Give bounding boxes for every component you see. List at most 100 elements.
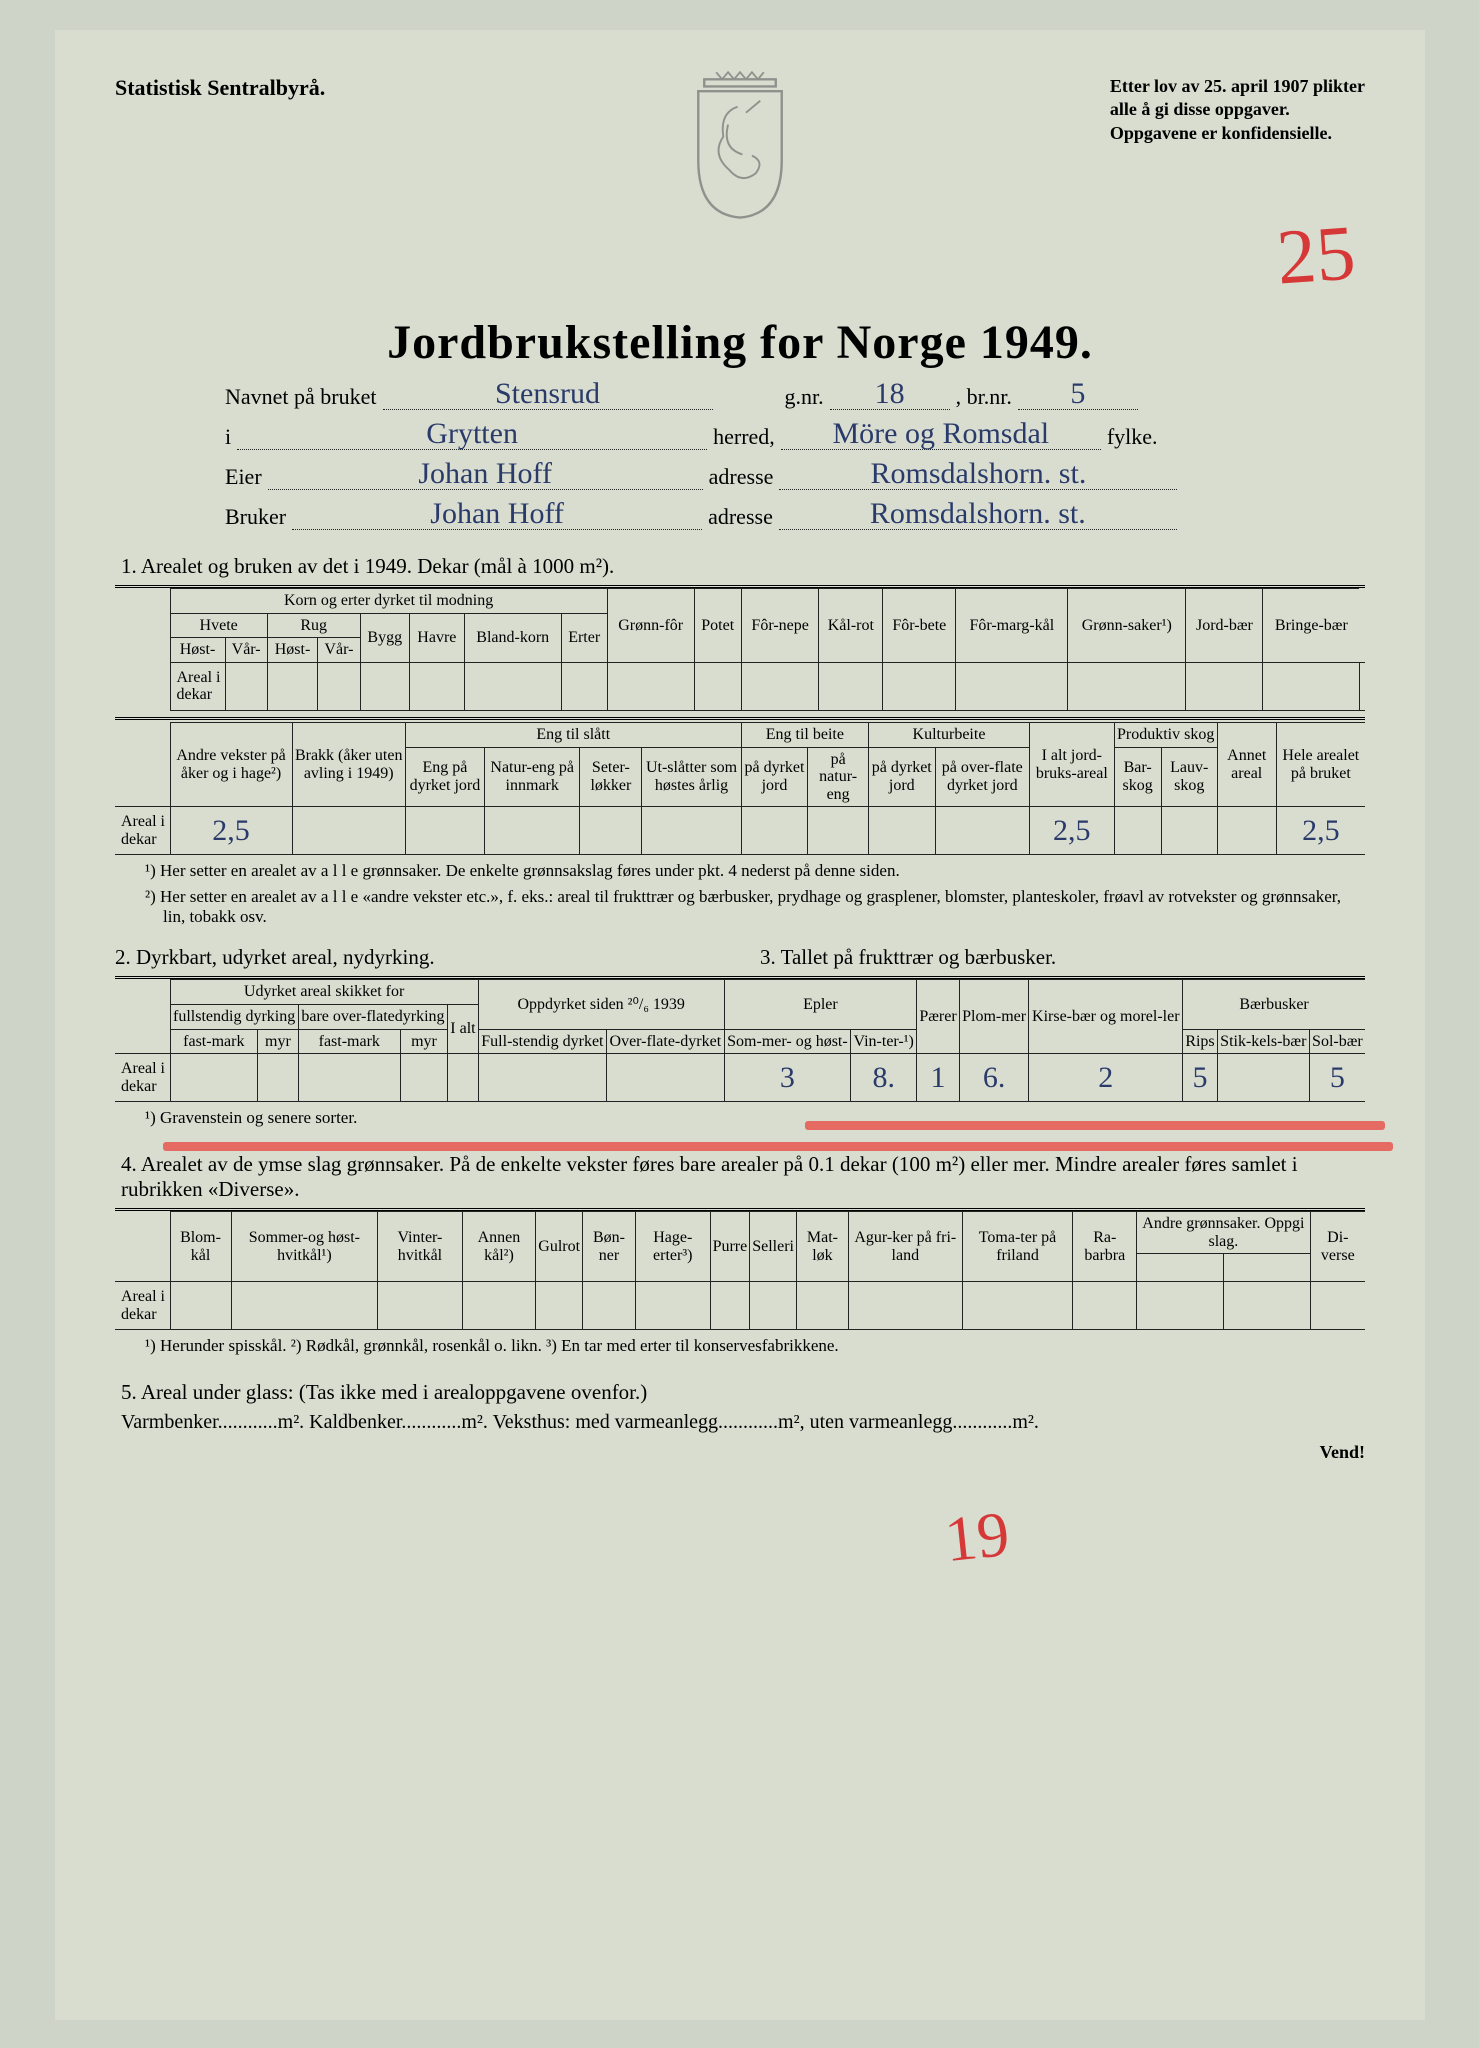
hdr-blomkal: Blom-kål — [170, 1212, 231, 1282]
hdr-solbaer: Sol-bær — [1309, 1029, 1365, 1054]
row-areal4: Areal i dekar — [115, 1282, 170, 1330]
hdr-hvete: Hvete — [170, 613, 267, 638]
law-notice: Etter lov av 25. april 1907 plikter alle… — [1110, 75, 1365, 145]
val-solbaer: 5 — [1309, 1054, 1365, 1102]
hdr-fulld: Full-stendig dyrket — [478, 1029, 606, 1054]
hdr-host2: Høst- — [267, 638, 317, 663]
hdr-gronnfor: Grønn-fôr — [607, 589, 694, 663]
label-navnet: Navnet på bruket — [225, 384, 377, 410]
hdr-full: fullstendig dyrking — [170, 1004, 298, 1029]
hdr-korn: Korn og erter dyrket til modning — [170, 589, 607, 614]
hdr-barskog: Bar-skog — [1114, 747, 1161, 807]
hdr-sommerhvit: Sommer-og høst-hvitkål¹) — [231, 1212, 378, 1282]
section4-header: 4. Arealet av de ymse slag grønnsaker. P… — [121, 1152, 1365, 1202]
label-fylke: fylke. — [1107, 424, 1158, 450]
hdr-fast1: fast-mark — [170, 1029, 258, 1054]
hdr-eng-beite: Eng til beite — [741, 722, 868, 747]
hdr-lauvskog: Lauv-skog — [1161, 747, 1217, 807]
hdr-fast2: fast-mark — [298, 1029, 400, 1054]
field-bruker: Johan Hoff — [292, 500, 702, 530]
hdr-panatur: på natur-eng — [808, 747, 869, 807]
hdr-andregronn: Andre grønnsaker. Oppgi slag. — [1137, 1212, 1310, 1254]
hdr-natureng: Natur-eng på innmark — [485, 747, 580, 807]
hdr-prodskog: Produktiv skog — [1114, 722, 1217, 747]
hdr-brakk: Brakk (åker uten avling i 1949) — [292, 722, 405, 806]
hdr-paerer: Pærer — [917, 980, 960, 1054]
section5-header: 5. Areal under glass: (Tas ikke med i ar… — [121, 1380, 1365, 1405]
hdr-jordbaer: Jord-bær — [1186, 589, 1263, 663]
law-line-2: alle å gi disse oppgaver. — [1110, 98, 1365, 121]
coat-of-arms-icon — [680, 65, 800, 220]
hdr-rips: Rips — [1183, 1029, 1218, 1054]
hdr-diverse: Di-verse — [1310, 1212, 1365, 1282]
hdr-selleri: Selleri — [750, 1212, 797, 1282]
hdr-kalrot: Kål-rot — [819, 589, 883, 663]
red-strike-2 — [163, 1142, 1393, 1151]
hdr-sommer: Som-mer- og høst- — [724, 1029, 851, 1054]
hdr-forbete: Fôr-bete — [883, 589, 956, 663]
val-ialt: 2,5 — [1029, 807, 1114, 855]
hdr-padyrket: på dyrket jord — [741, 747, 808, 807]
hdr-bonner: Bøn-ner — [583, 1212, 636, 1282]
val-kirse: 2 — [1029, 1054, 1183, 1102]
label-eier: Eier — [225, 464, 262, 490]
row-areal3: Areal i dekar — [115, 1054, 170, 1102]
hdr-bringebaer: Bringe-bær — [1263, 589, 1359, 663]
field-herred: Grytten — [237, 420, 707, 450]
section3-header: 3. Tallet på frukttrær og bærbusker. — [760, 945, 1365, 970]
field-gnr: 18 — [830, 380, 950, 410]
section1-header: 1. Arealet og bruken av det i 1949. Deka… — [121, 554, 1365, 579]
hdr-host1: Høst- — [170, 638, 225, 663]
hdr-matlok: Mat-løk — [797, 1212, 849, 1282]
hdr-seter: Seter-løkker — [580, 747, 642, 807]
hdr-rabarbra: Ra-barbra — [1073, 1212, 1137, 1282]
table-crops: Korn og erter dyrket til modning Grønn-f… — [115, 588, 1365, 711]
hdr-agurker: Agur-ker på fri-land — [848, 1212, 962, 1282]
hdr-kirse: Kirse-bær og morel-ler — [1029, 980, 1183, 1054]
hdr-potet: Potet — [694, 589, 741, 663]
table-land-use: Andre vekster på åker og i hage²) Brakk … — [115, 722, 1365, 855]
section5-line: Varmbenker............m². Kaldbenker....… — [121, 1411, 1365, 1434]
hdr-hele: Hele arealet på bruket — [1276, 722, 1365, 806]
hdr-formargkal: Fôr-marg-kål — [956, 589, 1068, 663]
hdr-annet: Annet areal — [1217, 722, 1276, 806]
val-vinter: 8. — [851, 1054, 917, 1102]
val-plommer: 6. — [959, 1054, 1029, 1102]
field-brnr: 5 — [1018, 380, 1138, 410]
vend: Vend! — [115, 1442, 1365, 1463]
hdr-overfl: Over-flate-dyrket — [607, 1029, 725, 1054]
table-vegetables: Blom-kål Sommer-og høst-hvitkål¹) Vinter… — [115, 1211, 1365, 1330]
label-adresse: adresse — [709, 464, 774, 490]
label-herred: herred, — [713, 424, 775, 450]
field-eier: Johan Hoff — [268, 460, 703, 490]
hdr-padyrket2: på dyrket jord — [868, 747, 935, 807]
val-paerer: 1 — [917, 1054, 960, 1102]
hdr-bygg: Bygg — [360, 613, 409, 662]
hdr-annenkal: Annen kål²) — [462, 1212, 536, 1282]
hdr-hageerter: Hage-erter³) — [635, 1212, 710, 1282]
label-brnr: , br.nr. — [956, 384, 1012, 410]
row-areal2: Areal i dekar — [115, 807, 170, 855]
table-fruit: Udyrket areal skikket for Oppdyrket side… — [115, 979, 1365, 1102]
hdr-myr2: myr — [400, 1029, 447, 1054]
field-bruker-adresse: Romsdalshorn. st. — [779, 500, 1177, 530]
label-i: i — [225, 424, 231, 450]
law-line-3: Oppgavene er konfidensielle. — [1110, 122, 1365, 145]
hdr-utslatt: Ut-slåtter som høstes årlig — [642, 747, 741, 807]
hdr-ialt: I alt jord-bruks-areal — [1029, 722, 1114, 806]
hdr-havre: Havre — [409, 613, 464, 662]
hdr-gronnsaker: Grønn-saker¹) — [1068, 589, 1186, 663]
hdr-var1: Vår- — [225, 638, 267, 663]
page-number-red: 25 — [1274, 207, 1358, 302]
hdr-fornepe: Fôr-nepe — [741, 589, 819, 663]
val-hele: 2,5 — [1276, 807, 1365, 855]
field-fylke: Möre og Romsdal — [781, 420, 1101, 450]
field-eier-adresse: Romsdalshorn. st. — [779, 460, 1177, 490]
hdr-tomater: Toma-ter på friland — [962, 1212, 1073, 1282]
hdr-gulrot: Gulrot — [536, 1212, 583, 1282]
hdr-udyrket: Udyrket areal skikket for — [170, 980, 478, 1005]
footnote4: ¹) Herunder spisskål. ²) Rødkål, grønnkå… — [145, 1336, 1365, 1356]
hdr-stikkels: Stik-kels-bær — [1217, 1029, 1309, 1054]
field-navnet: Stensrud — [383, 380, 713, 410]
law-line-1: Etter lov av 25. april 1907 plikter — [1110, 75, 1365, 98]
